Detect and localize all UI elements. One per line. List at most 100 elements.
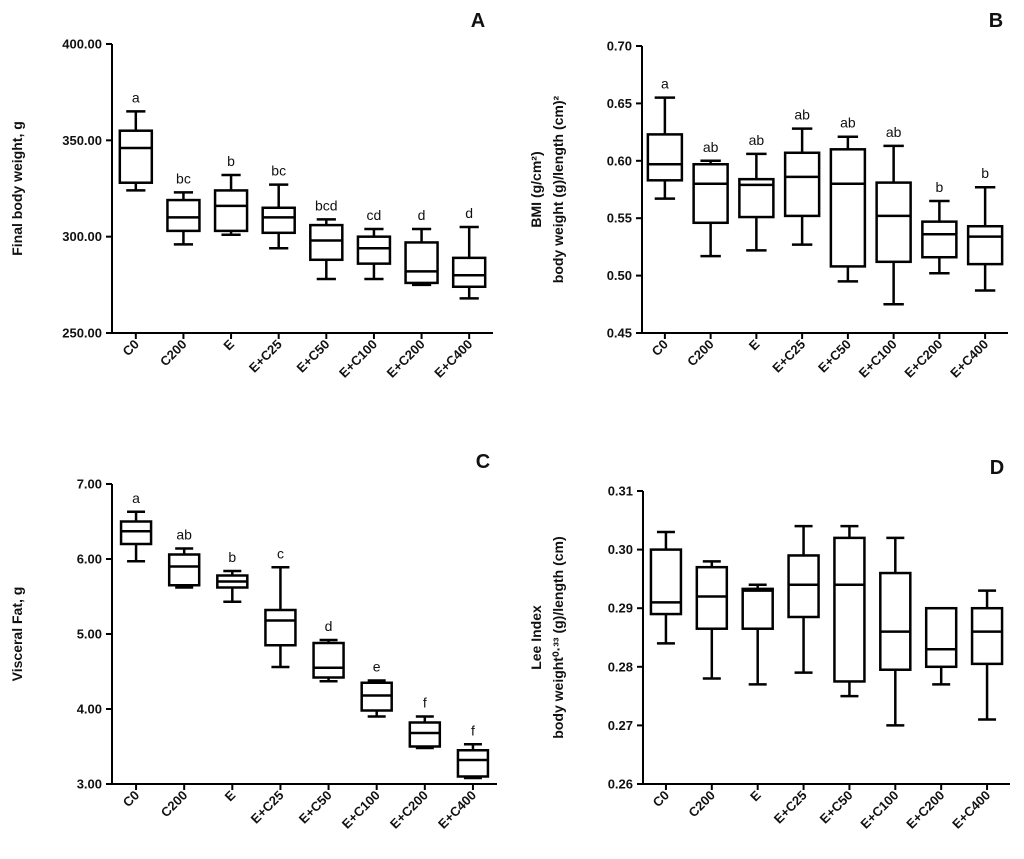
y-tick-label: 0.55: [607, 211, 632, 226]
iqr-box: [118, 129, 154, 184]
iqr-box: [456, 749, 490, 778]
box-E+C200: d: [404, 207, 439, 287]
significance-label: cd: [367, 207, 382, 223]
significance-label: b: [935, 179, 943, 195]
box-E+C100: e: [360, 659, 393, 718]
x-tick-label: E+C100: [336, 337, 380, 381]
y-tick-label: 0.28: [608, 659, 633, 674]
x-tick-label: E+C400: [435, 788, 479, 832]
iqr-box: [783, 151, 821, 218]
box-E+C100: cd: [356, 207, 392, 281]
box-C200: ab: [167, 527, 201, 589]
box-E+C400: b: [966, 165, 1004, 292]
significance-label: ab: [703, 139, 719, 155]
significance-label: ab: [176, 527, 192, 543]
iqr-box: [264, 608, 297, 647]
x-tick-label: E+C200: [903, 788, 947, 832]
iqr-box: [695, 565, 729, 630]
x-tick-label: E+C400: [431, 337, 475, 381]
significance-label: b: [228, 549, 236, 565]
iqr-box: [833, 536, 866, 683]
iqr-box: [924, 606, 958, 669]
significance-label: f: [423, 695, 427, 711]
y-tick-label: 5.00: [77, 627, 102, 642]
x-tick-label: E+C50: [293, 337, 332, 376]
y-tick-label: 3.00: [77, 777, 102, 792]
iqr-box: [970, 606, 1004, 666]
y-axis-label: Lee Index: [528, 605, 544, 670]
iqr-box: [741, 587, 774, 630]
significance-label: bcd: [315, 197, 338, 213]
iqr-box: [829, 148, 867, 268]
significance-label: b: [227, 153, 235, 169]
iqr-box: [649, 548, 683, 616]
x-tick-label: E+C100: [857, 788, 901, 832]
x-tick-label: C200: [685, 788, 718, 821]
x-tick-label: E+C25: [246, 337, 285, 376]
panel-B: B 0.45 0.50 0.55 0.60 0.65 0.70 BMI (g/cm²) body…: [528, 10, 1008, 381]
y-tick-label: 0.26: [608, 777, 633, 792]
box-E+C50: [833, 524, 866, 698]
iqr-box: [787, 554, 820, 619]
iqr-box: [408, 721, 442, 748]
x-tick-label: E+C50: [815, 337, 854, 376]
iqr-box: [879, 571, 912, 671]
significance-label: ab: [840, 115, 856, 131]
y-axis-label: Visceral Fat, g: [9, 587, 25, 682]
box-C0: [649, 530, 683, 645]
x-tick-label: C0: [120, 788, 142, 810]
iqr-box: [356, 235, 392, 265]
box-C200: bc: [166, 170, 201, 246]
box-E+C100: [879, 536, 912, 727]
box-C0: a: [118, 89, 154, 192]
y-axis-label: BMI (g/cm²): [528, 151, 544, 227]
significance-label: b: [981, 165, 989, 181]
box-E: b: [216, 549, 249, 603]
y-tick-label: 0.29: [608, 601, 633, 616]
box-E+C50: ab: [829, 115, 867, 283]
x-tick-label: C0: [120, 337, 142, 359]
y-tick-label: 250.00: [62, 326, 102, 341]
iqr-box: [875, 181, 912, 264]
iqr-box: [167, 553, 201, 587]
box-E: ab: [738, 132, 775, 252]
y-tick-label: 0.70: [607, 39, 632, 54]
box-E+C25: [787, 524, 820, 674]
iqr-box: [966, 224, 1004, 266]
panel-A: A 250.00 300.00 350.00 400.00 Final body weig…: [9, 10, 493, 381]
y-tick-label: 400.00: [62, 37, 102, 52]
box-E+C200: b: [921, 179, 958, 275]
iqr-box: [119, 520, 153, 546]
box-C200: [695, 560, 729, 680]
x-tick-label: C200: [157, 337, 190, 370]
iqr-box: [213, 189, 249, 233]
x-tick-label: E+C25: [771, 788, 810, 827]
x-tick-label: E: [747, 787, 764, 804]
panel-D: D 0.26 0.27 0.28 0.29 0.30 0.31 Lee Index body w…: [528, 457, 1010, 832]
box-E+C25: c: [264, 545, 297, 669]
significance-label: ab: [749, 132, 765, 148]
iqr-box: [692, 162, 729, 225]
box-E+C200: [924, 606, 958, 686]
y-tick-label: 0.27: [608, 718, 633, 733]
x-tick-label: E+C50: [296, 788, 335, 827]
y-tick-label: 7.00: [77, 477, 102, 492]
y-tick-label: 6.00: [77, 552, 102, 567]
box-E: b: [213, 153, 249, 236]
significance-label: d: [465, 205, 473, 221]
y-tick-label: 0.45: [607, 326, 632, 341]
x-tick-label: E: [220, 336, 237, 353]
iqr-box: [921, 220, 958, 259]
x-tick-label: E+C100: [339, 788, 383, 832]
significance-label: d: [418, 207, 426, 223]
significance-label: f: [471, 722, 475, 738]
x-tick-label: E+C100: [856, 337, 900, 381]
x-tick-label: C0: [649, 337, 671, 359]
box-E: [741, 583, 774, 686]
iqr-box: [309, 223, 344, 262]
y-axis-label: Final body weight, g: [9, 121, 25, 256]
y-axis-label: body weight⁰·³³ (g)/length (cm): [550, 536, 566, 738]
significance-label: a: [132, 490, 140, 506]
x-tick-label: E+C50: [817, 788, 856, 827]
